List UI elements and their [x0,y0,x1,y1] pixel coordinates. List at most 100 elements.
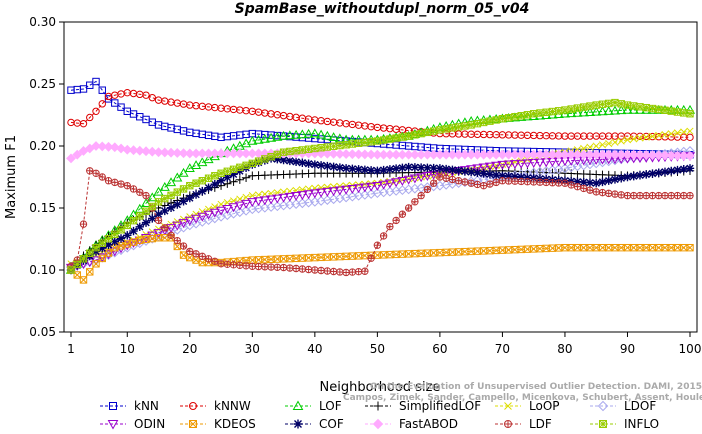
data-point [273,150,282,159]
data-point [655,131,663,140]
legend-item-simplifiedlof: SimplifiedLOF [365,399,481,413]
data-point [411,198,419,206]
data-point [159,181,170,191]
data-point [523,173,532,182]
data-point [247,198,258,208]
data-point [673,165,682,175]
data-point [166,203,176,212]
data-point [153,147,164,158]
data-point [542,178,550,187]
data-point [273,155,282,164]
legend-label: SimplifiedLOF [399,399,481,413]
data-point [655,105,663,114]
data-point [141,218,151,227]
data-point [598,141,607,149]
data-point [672,150,683,161]
data-point [209,208,220,218]
data-point [329,162,338,172]
x-tick-label: 100 [679,342,702,356]
data-point [279,263,288,272]
data-point [360,165,370,175]
data-point [186,247,194,256]
data-point [461,178,469,186]
data-point [429,127,438,135]
data-point [79,85,88,93]
data-point [154,216,163,225]
data-point [353,184,364,194]
data-point [611,138,619,146]
data-point [117,226,125,234]
data-point [147,146,158,157]
data-point [680,243,688,252]
data-point [142,207,150,215]
data-point [278,193,289,203]
data-point [236,163,244,172]
data-point [673,191,682,200]
data-point [385,165,395,174]
legend-label: LOF [319,399,342,413]
data-point [292,147,300,155]
data-point [129,216,138,225]
data-point [630,102,638,110]
data-point [592,101,600,109]
data-point [398,163,407,173]
data-point [680,191,688,200]
data-point [660,150,670,161]
data-point [242,262,250,270]
legend-label: kNN [134,399,159,413]
data-point [685,151,695,161]
data-point [140,198,152,207]
data-point [666,150,677,161]
data-point [272,131,283,141]
x-tick-label: 90 [620,342,635,356]
data-point [554,107,563,115]
chart-title: SpamBase_withoutdupl_norm_05_v04 [235,1,530,17]
data-point [580,184,588,193]
data-point [584,107,596,116]
data-point [492,116,500,124]
data-point [304,265,313,274]
data-point [617,191,625,199]
data-point [328,187,339,197]
data-point [580,144,588,153]
data-point [109,402,117,410]
data-point [429,179,438,187]
data-point [373,137,382,145]
data-point [592,188,600,196]
data-point [622,149,633,160]
data-point [392,134,400,142]
data-point [441,164,451,174]
data-point [253,197,264,207]
data-point [655,243,663,252]
data-point [79,119,88,128]
data-point [522,159,533,169]
data-point [685,164,695,173]
data-point [435,164,445,173]
data-point [586,186,594,194]
data-point [617,137,625,145]
legend-label: LoOP [529,399,560,413]
data-point [116,143,126,154]
data-point [160,206,169,216]
series-inflo [67,98,694,274]
data-point [203,210,214,220]
data-point [261,263,269,271]
data-point [135,222,144,232]
data-point [86,113,94,122]
data-point [92,260,100,268]
data-point [186,181,194,190]
data-point [159,147,170,158]
data-point [423,185,432,194]
data-point [623,172,632,182]
data-point [247,135,258,145]
data-point [478,163,489,173]
data-point [192,210,200,218]
data-point [298,265,307,273]
data-point [529,174,538,183]
data-point [361,267,369,275]
data-point [597,106,608,116]
data-point [73,260,81,269]
data-point [572,107,583,117]
data-point [190,214,202,224]
data-point [92,169,100,177]
